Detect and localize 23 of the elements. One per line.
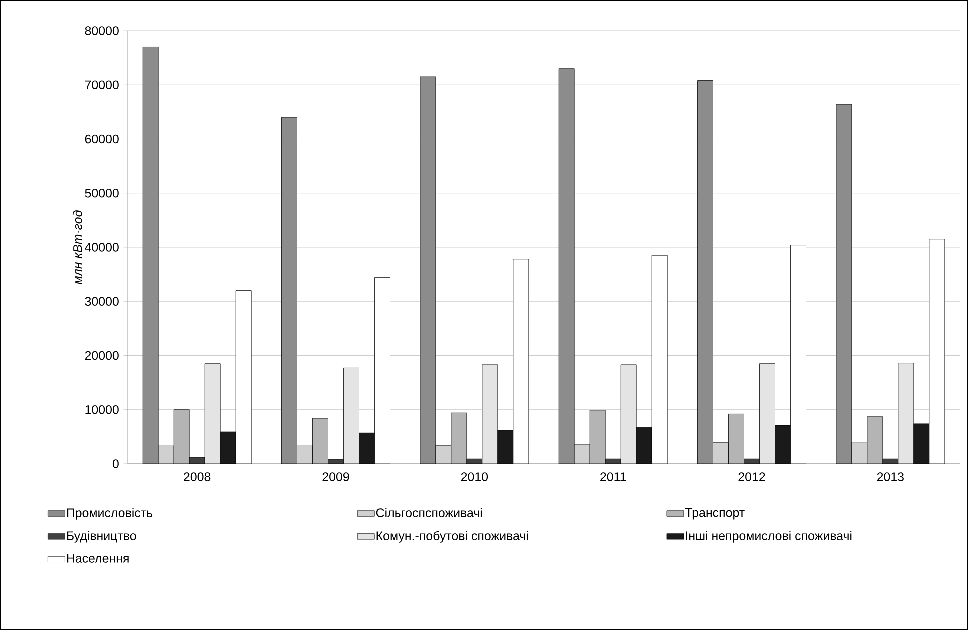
x-tick-label: 2012 <box>738 472 766 482</box>
y-tick-label: 10000 <box>86 405 119 414</box>
y-tick-label: 50000 <box>85 188 119 198</box>
legend-label: Населення <box>67 554 129 563</box>
x-tick-label: 2011 <box>600 472 626 482</box>
legend-label: Будівництво <box>67 531 136 543</box>
legend-label: Інші непромислові споживачі <box>686 531 852 543</box>
x-tick-label: 2010 <box>461 472 488 482</box>
y-tick-label: 60000 <box>85 134 119 144</box>
y-tick-label: 70000 <box>85 80 119 90</box>
y-axis-title: млн кВт·год <box>73 210 82 284</box>
legend-label: Сільгоспспоживачі <box>376 508 482 518</box>
x-tick-label: 2013 <box>877 472 904 482</box>
legend-label: Транспорт <box>685 508 745 520</box>
legend-label: Промисловість <box>67 508 153 520</box>
legend-label: Комун.-побутові споживачі <box>376 531 528 543</box>
y-tick-label: 40000 <box>85 243 119 252</box>
y-tick-label: 20000 <box>85 351 119 360</box>
x-tick-label: 2008 <box>184 472 211 482</box>
y-tick-label: 30000 <box>85 297 119 306</box>
y-tick-label: 80000 <box>85 26 119 36</box>
x-tick-label: 2009 <box>322 472 350 482</box>
y-tick-label: 0 <box>112 460 119 468</box>
